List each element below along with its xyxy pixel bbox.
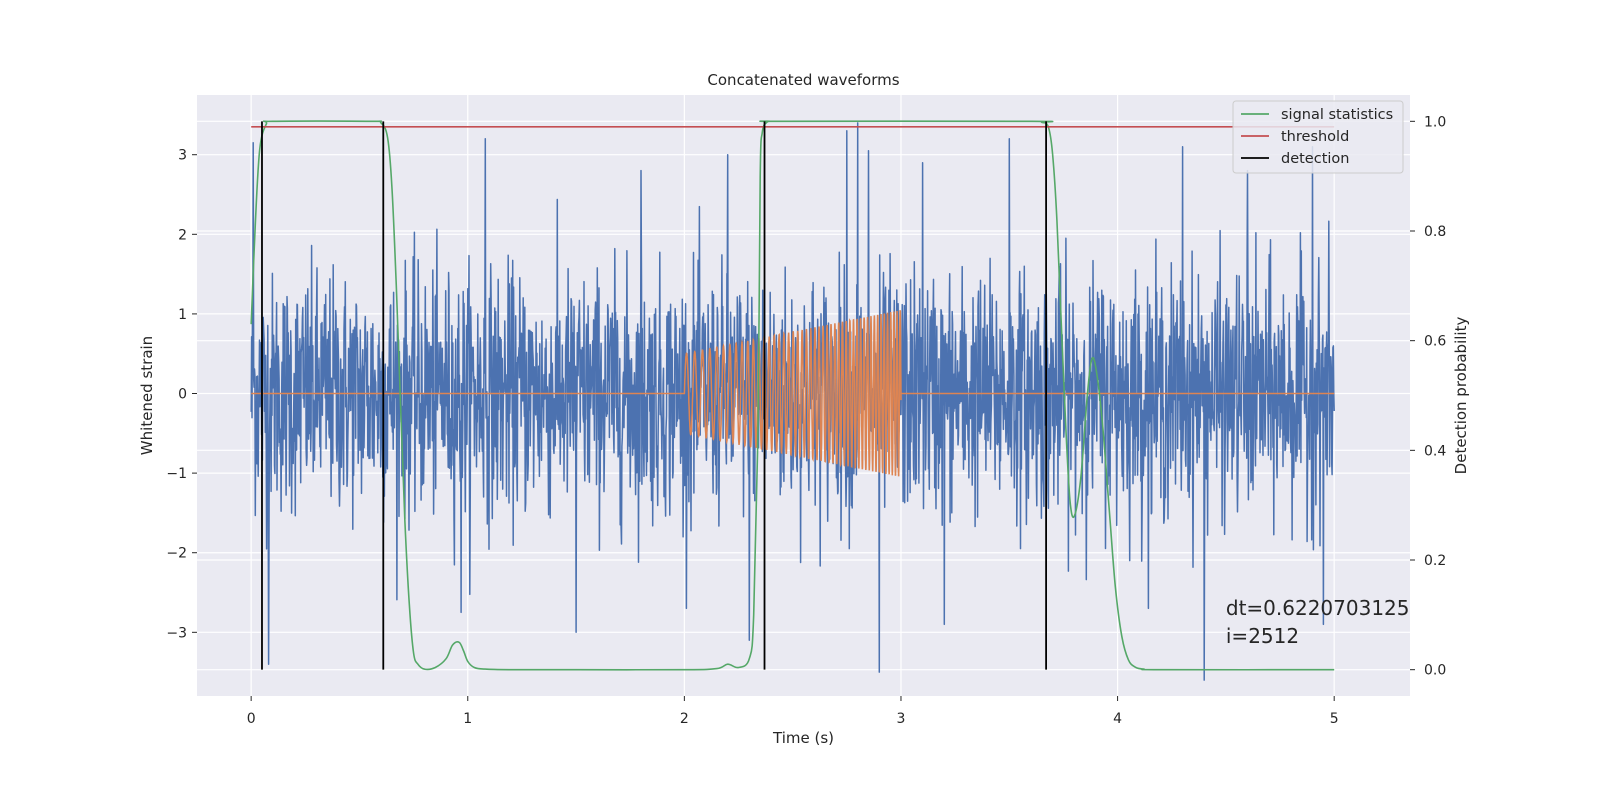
- legend-box: [1232, 100, 1404, 174]
- x-tick-label: 2: [680, 711, 689, 727]
- legend: signal statistics threshold detection: [1232, 100, 1404, 174]
- series-strain-noise: [250, 122, 1335, 681]
- series-signal-statistics: [250, 120, 1335, 671]
- legend-label: signal statistics: [1281, 107, 1393, 123]
- annotation-line: i=2512: [1226, 624, 1299, 648]
- series-chirp-template: [251, 310, 1335, 477]
- x-tick-label: 0: [247, 711, 256, 727]
- y-tick-label-right: 0.8: [1424, 224, 1446, 240]
- y-tick-label-right: 0.2: [1424, 553, 1446, 569]
- x-tick-label: 4: [1113, 711, 1122, 727]
- ticks: 0 1 2 3 4 5 −3 −2 −1 0 1 2 3 0.0 0.2 0.4 0.6 0.8 1.0: [166, 114, 1446, 727]
- x-axis-label: Time (s): [772, 729, 834, 747]
- legend-label: detection: [1281, 151, 1349, 167]
- y-tick-label: 3: [178, 148, 187, 164]
- y-tick-label-right: 1.0: [1424, 114, 1446, 130]
- chart-title: Concatenated waveforms: [707, 71, 899, 89]
- series-layer: [250, 120, 1335, 681]
- y-tick-label: −3: [166, 625, 187, 641]
- annotation-line: dt=0.6220703125: [1226, 596, 1410, 620]
- y-tick-label: 1: [178, 307, 187, 323]
- x-tick-label: 5: [1330, 711, 1339, 727]
- y-tick-label: 0: [178, 387, 187, 403]
- legend-label: threshold: [1281, 129, 1349, 145]
- y-tick-label: −1: [166, 466, 187, 482]
- x-tick-label: 3: [897, 711, 906, 727]
- y-axis-label: Whitened strain: [138, 336, 156, 455]
- annotation: dt=0.6220703125 i=2512: [1226, 596, 1410, 648]
- y-tick-label: 2: [178, 227, 187, 243]
- x-tick-label: 1: [463, 711, 472, 727]
- y-tick-label-right: 0.4: [1424, 443, 1446, 459]
- y-tick-label-right: 0.6: [1424, 334, 1446, 350]
- y-axis-label-right: Detection probability: [1452, 317, 1470, 475]
- y-tick-label-right: 0.0: [1424, 663, 1446, 679]
- y-tick-label: −2: [166, 546, 187, 562]
